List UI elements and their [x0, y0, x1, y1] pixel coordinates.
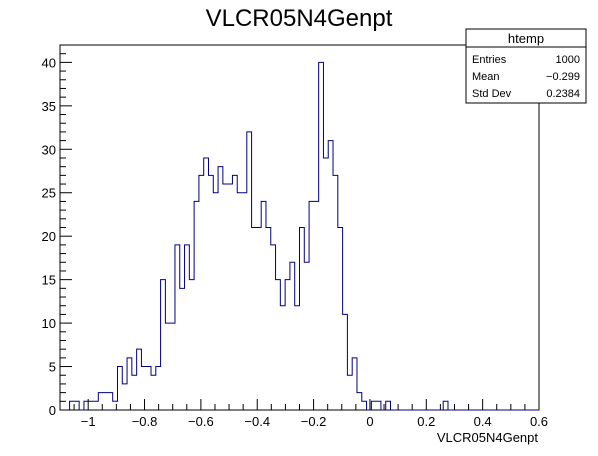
stats-box-frame [465, 28, 587, 104]
stats-entries-label: Entries [472, 54, 507, 66]
y-tick-label: 0 [49, 403, 56, 418]
x-tick-label: −0.6 [188, 414, 214, 429]
y-tick-label: 35 [42, 99, 56, 114]
stats-box-title: htemp [508, 31, 544, 46]
stats-mean-value: −0.299 [546, 71, 580, 83]
histogram-outline [60, 61, 539, 411]
y-axis: 0 5 10 15 20 25 30 35 40 [42, 44, 72, 418]
x-tick-label: 0.4 [474, 414, 492, 429]
x-tick-label: 0.2 [417, 414, 435, 429]
stats-entries-value: 1000 [556, 54, 580, 66]
y-tick-label: 25 [42, 186, 56, 201]
y-tick-label: 10 [42, 316, 56, 331]
x-tick-label: −1 [81, 414, 96, 429]
x-tick-label: 0.6 [530, 414, 548, 429]
stats-mean-label: Mean [472, 71, 500, 83]
x-tick-label: −0.8 [132, 414, 158, 429]
y-tick-label: 40 [42, 55, 56, 70]
chart-title: VLCR05N4Genpt [206, 5, 393, 32]
x-tick-label: −0.2 [301, 414, 327, 429]
y-tick-label: 15 [42, 273, 56, 288]
x-axis-title: VLCR05N4Genpt [437, 430, 539, 445]
stats-stddev-label: Std Dev [472, 88, 512, 100]
x-tick-label: −0.4 [244, 414, 270, 429]
stats-stddev-value: 0.2384 [546, 88, 580, 100]
y-tick-label: 20 [42, 229, 56, 244]
y-tick-label: 30 [42, 142, 56, 157]
x-axis: −1 −0.8 −0.6 −0.4 −0.2 0 0.2 0.4 0.6 [59, 399, 548, 429]
y-tick-label: 5 [49, 360, 56, 375]
x-tick-label: 0 [366, 414, 373, 429]
stats-box: htemp Entries 1000 Mean −0.299 Std Dev 0… [465, 28, 587, 104]
histogram-bars [60, 61, 539, 411]
